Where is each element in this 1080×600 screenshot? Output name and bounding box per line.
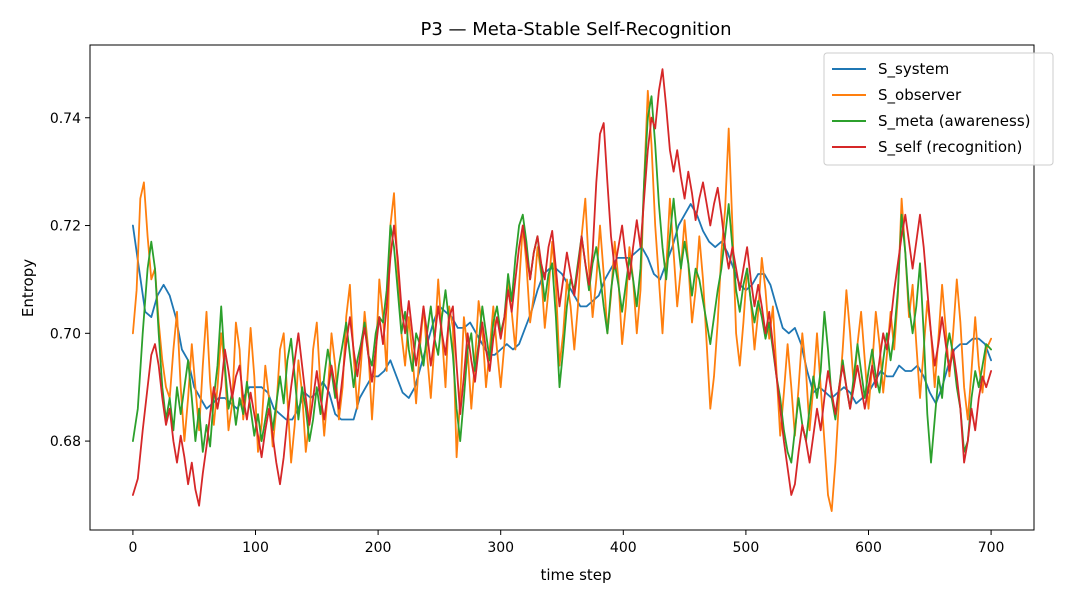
- legend-box: [823, 52, 1054, 166]
- y-tick-label: 0.74: [50, 111, 81, 127]
- x-tick-label: 400: [610, 540, 637, 556]
- legend: S_system S_observer S_meta (awareness) S_se…: [823, 52, 1054, 166]
- legend-label-1: S_observer: [878, 86, 962, 105]
- series-line-1: [132, 89, 992, 512]
- x-tick-label: 200: [365, 540, 392, 556]
- y-tick-label: 0.72: [50, 219, 81, 235]
- x-tick-label: 300: [487, 540, 514, 556]
- x-tick-label: 100: [242, 540, 269, 556]
- x-axis: 0 100 200 300 400 500 600 700: [128, 530, 1004, 556]
- legend-label-2: S_meta (awareness): [878, 112, 1031, 131]
- x-tick-label: 0: [128, 540, 137, 556]
- x-tick-label: 600: [855, 540, 882, 556]
- legend-label-3: S_self (recognition): [878, 138, 1022, 157]
- chart-title: P3 — Meta-Stable Self-Recognition: [420, 19, 731, 40]
- legend-label-0: S_system: [878, 60, 949, 79]
- series-line-3: [132, 68, 992, 507]
- y-axis: 0.68 0.70 0.72 0.74: [50, 111, 90, 450]
- y-tick-label: 0.68: [50, 434, 81, 450]
- y-axis-label: Entropy: [19, 259, 37, 317]
- y-tick-label: 0.70: [50, 326, 81, 342]
- x-tick-label: 700: [978, 540, 1005, 556]
- x-tick-label: 500: [733, 540, 760, 556]
- plot-frame: [89, 44, 1035, 531]
- x-axis-label: time step: [540, 566, 611, 584]
- plot-area: [132, 68, 992, 512]
